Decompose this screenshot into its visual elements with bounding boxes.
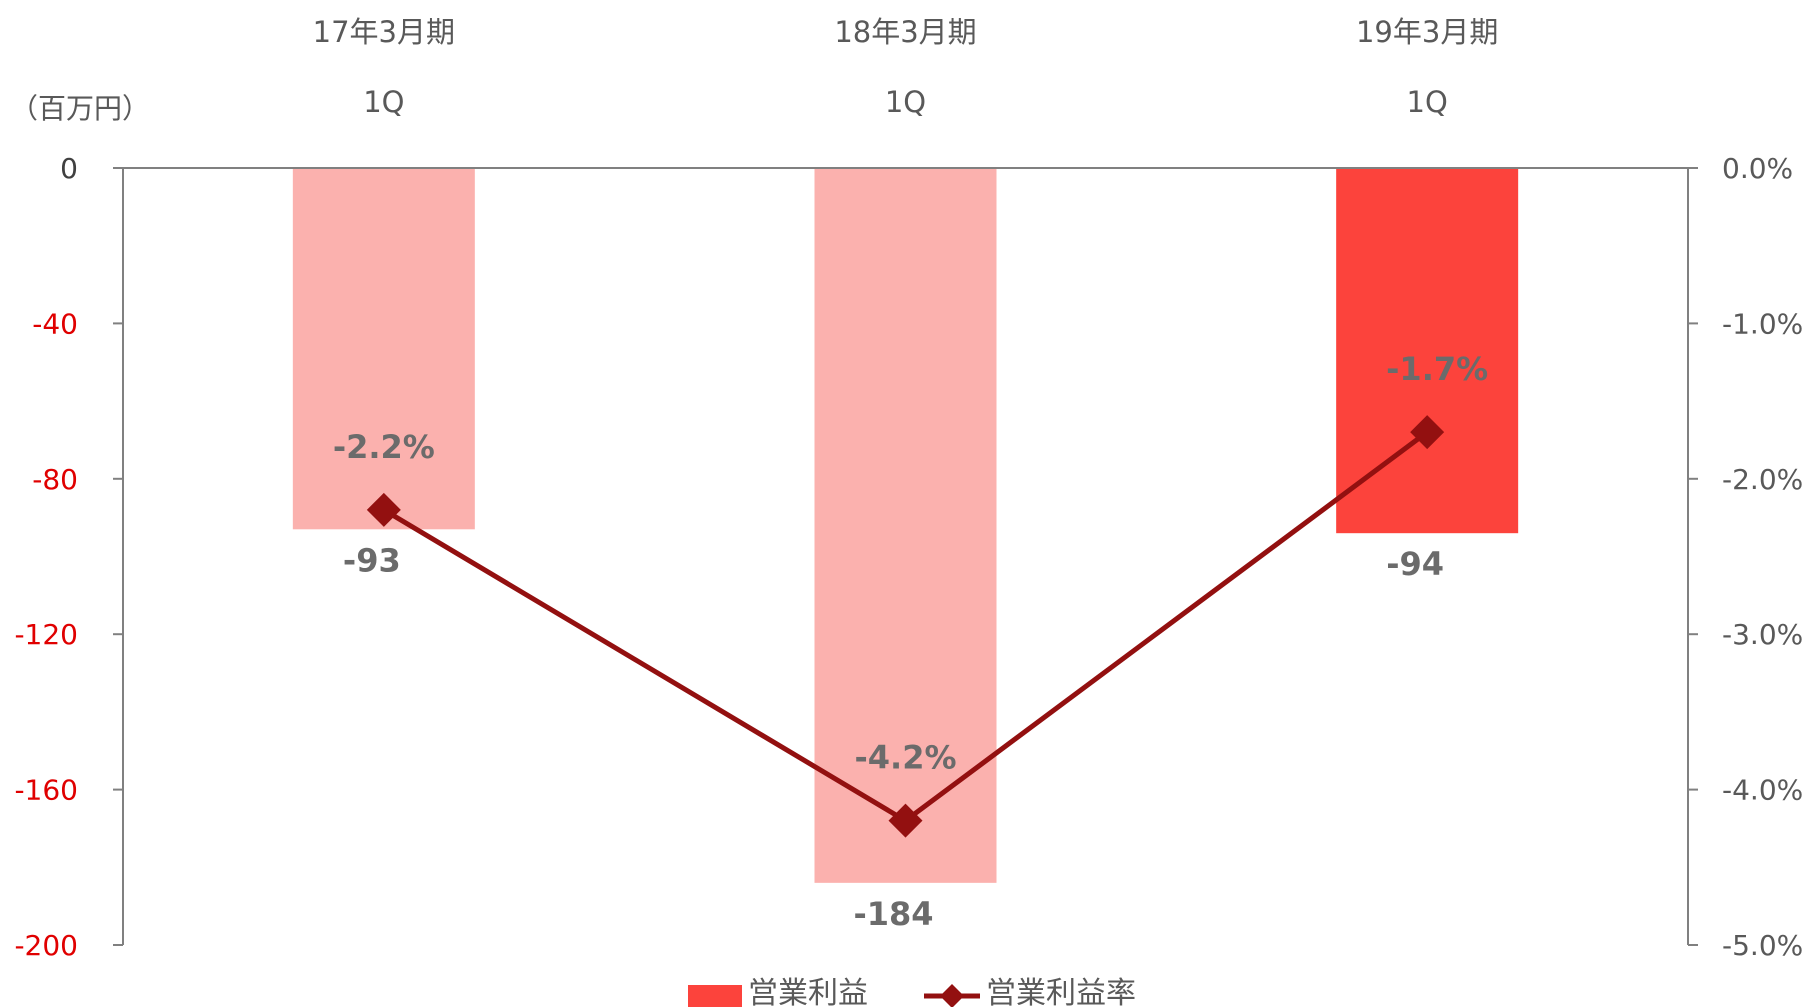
category-quarter-label: 1Q bbox=[363, 85, 404, 119]
bar-operating-profit bbox=[292, 168, 475, 530]
left-tick-label: -200 bbox=[14, 929, 78, 962]
right-tick-label: -2.0% bbox=[1722, 463, 1803, 496]
bar-value-label: -93 bbox=[343, 541, 401, 579]
right-tick-label: -5.0% bbox=[1722, 929, 1803, 962]
bar-value-label: -94 bbox=[1386, 545, 1444, 583]
data-labels: -93 -184 -94 -2.2% -4.2% -1.7% bbox=[333, 350, 1488, 933]
legend-label-operating-margin: 営業利益率 bbox=[986, 976, 1136, 1007]
right-tick-label: -4.0% bbox=[1722, 774, 1803, 807]
left-tick-label: -80 bbox=[32, 463, 78, 496]
line-value-label: -4.2% bbox=[854, 739, 956, 777]
line-layer bbox=[366, 415, 1445, 838]
legend-swatch-operating-profit bbox=[688, 985, 742, 1007]
left-tick-label: -40 bbox=[32, 307, 78, 340]
operating-margin-marker bbox=[1410, 415, 1445, 450]
right-tick-label: -3.0% bbox=[1722, 618, 1803, 651]
category-labels: 17年3月期 1Q 18年3月期 1Q 19年3月期 1Q bbox=[313, 15, 1499, 119]
operating-margin-marker bbox=[888, 803, 923, 838]
left-tick-label: -120 bbox=[14, 618, 78, 651]
legend-marker-operating-margin bbox=[940, 984, 964, 1007]
left-axis-ticks: 0 -40 -80 -120 -160 -200 bbox=[14, 152, 123, 962]
category-quarter-label: 1Q bbox=[1407, 85, 1448, 119]
legend-label-operating-profit: 営業利益 bbox=[748, 976, 868, 1007]
category-year-label: 17年3月期 bbox=[313, 15, 455, 49]
left-tick-label: 0 bbox=[60, 152, 78, 185]
left-tick-label: -160 bbox=[14, 774, 78, 807]
operating-margin-marker bbox=[366, 492, 401, 527]
legend: 営業利益 営業利益率 bbox=[688, 976, 1136, 1007]
bars-layer bbox=[292, 168, 1519, 883]
category-year-label: 18年3月期 bbox=[834, 15, 976, 49]
category-quarter-label: 1Q bbox=[885, 85, 926, 119]
right-axis-ticks: 0.0% -1.0% -2.0% -3.0% -4.0% -5.0% bbox=[1688, 152, 1803, 962]
line-value-label: -1.7% bbox=[1386, 350, 1488, 388]
bar-operating-profit bbox=[814, 168, 997, 883]
right-tick-label: 0.0% bbox=[1722, 152, 1793, 185]
line-value-label: -2.2% bbox=[333, 428, 435, 466]
bar-operating-profit bbox=[1336, 168, 1519, 534]
category-year-label: 19年3月期 bbox=[1356, 15, 1498, 49]
unit-label: （百万円） bbox=[10, 92, 150, 125]
bar-value-label: -184 bbox=[853, 895, 933, 933]
right-tick-label: -1.0% bbox=[1722, 307, 1803, 340]
axes-layer bbox=[122, 167, 1689, 945]
